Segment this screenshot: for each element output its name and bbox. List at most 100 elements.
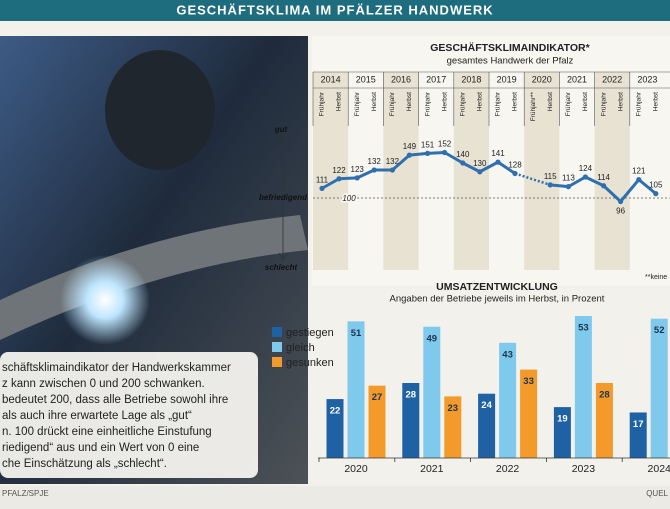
point [512,170,518,177]
value-label: 123 [351,165,365,174]
bar [629,412,647,458]
value-label: 121 [632,167,646,176]
point [636,177,642,183]
value-label: 19 [557,414,568,425]
bar [553,407,571,458]
value-label: 132 [368,157,382,166]
point [319,185,325,191]
x-tick-label: Frühjahr** [530,92,537,122]
point [601,183,607,189]
value-label: 149 [403,142,417,151]
point [354,175,360,181]
description-line: che Einschätzung als „schlecht“. [2,458,167,470]
legend-label: gleich [286,342,315,354]
description-line: n. 100 drückt eine einheitliche Einstufu… [2,426,212,438]
point [425,150,431,156]
value-label: 43 [502,349,513,360]
value-label: 141 [491,149,505,158]
x-tick-label: Herbst [512,92,519,111]
bar [520,369,538,458]
photo-helmet [105,50,215,170]
bar [595,383,613,458]
footer-left: PFALZ/SPJE [2,489,49,498]
point [371,167,377,173]
year-shade [524,72,560,270]
x-tick-label: Frühjahr [389,91,396,116]
description-line: schäftsklimaindikator der Handwerkskamme… [2,362,231,374]
group-label: 2021 [567,74,587,84]
bar [347,321,365,458]
x-tick-label: Herbst [477,92,484,111]
point [460,160,466,166]
group-label: 2014 [321,74,341,84]
value-label: 113 [562,174,575,183]
group-label: 2023 [637,74,657,84]
value-label: 111 [316,175,329,184]
legend-label: gestiegen [286,327,334,339]
bar [499,342,517,458]
point [618,198,624,205]
value-label: 128 [508,161,522,170]
chart-title: UMSATZENTWICKLUNG [436,281,558,293]
group-label: 2019 [497,74,517,84]
point [336,176,342,182]
x-tick-label: Herbst [617,92,624,111]
description-line: riedigend“ aus und ein Wert von 0 eine [2,442,199,454]
value-label: 27 [372,392,383,403]
x-tick-label: 2024 [648,463,670,475]
x-tick-label: Frühjahr [460,91,467,116]
point [547,182,553,188]
description-line: bedeutet 200, dass alle Betriebe sowohl … [2,394,228,406]
x-tick-label: Herbst [582,92,589,111]
photo-metal [0,215,308,340]
annotation: befriedigend [259,193,308,202]
x-tick-label: 2022 [496,463,520,475]
chart-subtitle: Angaben der Betriebe jeweils im Herbst, … [390,294,605,305]
value-label: 140 [456,150,470,159]
group-label: 2018 [461,74,481,84]
value-label: 22 [330,406,341,417]
x-tick-label: 2023 [572,463,596,475]
x-tick-label: Frühjahr [495,91,502,116]
legend-swatch [272,357,282,367]
bar [444,396,462,458]
x-tick-label: 2021 [420,463,444,475]
point [565,184,572,190]
group-label: 2020 [532,74,552,84]
bar [326,399,344,458]
point [406,152,412,158]
year-shade [594,72,630,270]
value-label: 23 [448,403,459,414]
bar [402,383,420,458]
value-label: 28 [599,390,610,401]
point [442,149,448,156]
point [389,167,395,173]
bar [368,385,386,458]
chart-subtitle: gesamtes Handwerk der Pfalz [447,56,574,67]
point [477,169,483,175]
legend-swatch [272,327,282,337]
x-tick-label: Herbst [336,92,343,111]
annotation: schlecht [265,263,298,272]
point [495,159,501,165]
value-label: 132 [386,157,400,166]
value-label: 105 [649,181,663,190]
x-tick-label: Frühjahr [319,91,326,116]
x-tick-label: 2020 [344,463,368,475]
x-tick-label: Herbst [653,92,660,111]
legend-label: gesunken [286,357,334,369]
value-label: 17 [633,419,644,430]
value-label: 114 [597,173,610,182]
value-label: 51 [351,328,362,339]
header-bar [0,0,670,21]
group-label: 2017 [426,74,446,84]
value-label: 96 [616,207,625,216]
group-label: 2022 [602,74,622,84]
chart-title: GESCHÄFTSKLIMAINDIKATOR* [430,41,590,54]
bar [574,316,592,458]
x-tick-label: Frühjahr [354,91,361,116]
group-label: 2016 [391,74,411,84]
footnote: **keine [645,274,667,281]
point [653,191,659,197]
footer-bar [0,486,670,509]
